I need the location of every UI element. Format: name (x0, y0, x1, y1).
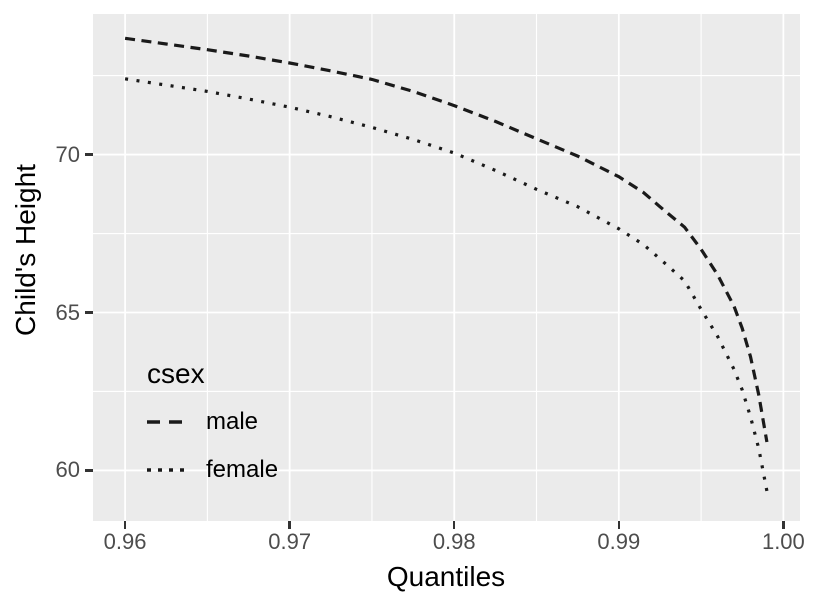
x-tick-mark (617, 521, 621, 529)
legend-key-dashed-line-icon (147, 420, 189, 424)
legend-entries: male female (147, 406, 278, 486)
y-tick-mark (85, 469, 93, 472)
x-tick-label: 0.97 (268, 529, 312, 554)
y-tick-mark (85, 311, 93, 314)
x-tick-mark (452, 521, 456, 529)
y-tick-label: 65 (55, 299, 80, 325)
legend-title: csex (147, 358, 205, 389)
y-tick-label: 60 (55, 457, 80, 483)
x-tick-mark (123, 521, 127, 529)
y-tick-mark (85, 153, 93, 156)
legend-label-male: male (206, 408, 259, 435)
x-tick-mark (782, 521, 785, 529)
x-tick-mark (288, 521, 291, 529)
x-tick-label: 0.99 (597, 529, 641, 554)
x-axis-title: Quantiles (386, 561, 506, 592)
plot-area-svg (93, 14, 800, 521)
legend: csex male female (147, 358, 278, 486)
series-line-male (124, 36, 769, 443)
x-tick-label: 1.00 (761, 529, 805, 554)
legend-key-dotted-line-icon (147, 468, 189, 472)
legend-entry-female: female (147, 454, 278, 486)
y-tick-label: 70 (55, 141, 80, 167)
legend-entry-male: male (147, 406, 278, 438)
legend-label-female: female (206, 456, 279, 483)
y-axis-title: Child's Height (10, 164, 41, 336)
x-tick-label: 0.96 (103, 529, 147, 554)
x-tick-label: 0.98 (432, 529, 476, 554)
series-line-female (124, 77, 769, 492)
plot-panel (93, 14, 800, 521)
